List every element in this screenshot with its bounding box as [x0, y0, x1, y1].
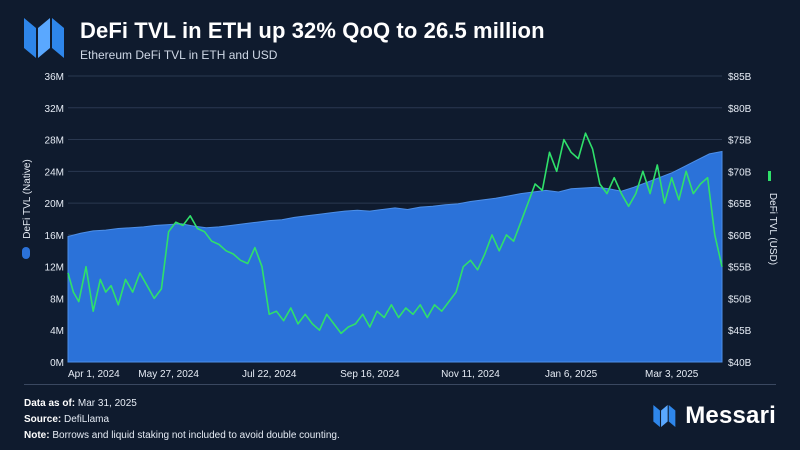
usd-tvl-line: [67, 132, 723, 335]
right-tick-label: $80B: [728, 104, 752, 115]
source-line: Source: DefiLlama: [24, 414, 110, 425]
data-as-of-line: Data as of: Mar 31, 2025: [24, 398, 137, 409]
footer-divider: [24, 384, 776, 385]
left-tick-label: 32M: [45, 104, 64, 115]
messari-logo-icon: [24, 18, 64, 58]
left-tick-label: 16M: [45, 231, 64, 242]
x-tick-label: Apr 1, 2024: [68, 369, 120, 380]
left-tick-label: 20M: [45, 199, 64, 210]
x-tick-label: Sep 16, 2024: [340, 369, 400, 380]
left-tick-label: 28M: [45, 136, 64, 147]
right-tick-label: $75B: [728, 136, 752, 147]
messari-brand-icon: [653, 405, 676, 427]
right-axis-title: DeFi TVL (USD): [767, 193, 778, 265]
x-tick-label: Nov 11, 2024: [441, 369, 500, 380]
right-tick-label: $45B: [728, 326, 752, 337]
page-subtitle: Ethereum DeFi TVL in ETH and USD: [80, 48, 278, 62]
note-line: Note: Borrows and liquid staking not inc…: [24, 430, 340, 441]
x-tick-label: Jan 6, 2025: [545, 369, 598, 380]
right-tick-label: $65B: [728, 199, 752, 210]
right-tick-label: $55B: [728, 263, 752, 274]
page-title: DeFi TVL in ETH up 32% QoQ to 26.5 milli…: [80, 18, 545, 43]
x-tick-label: Mar 3, 2025: [645, 369, 699, 380]
right-tick-label: $40B: [728, 358, 752, 369]
right-tick-label: $70B: [728, 167, 752, 178]
left-tick-label: 36M: [45, 72, 64, 83]
x-tick-label: May 27, 2024: [138, 369, 199, 380]
right-tick-label: $85B: [728, 72, 752, 83]
right-tick-label: $60B: [728, 231, 752, 242]
native-tvl-area: [67, 150, 723, 363]
brand: Messari: [653, 402, 776, 430]
left-axis-title: DeFi TVL (Native): [22, 159, 33, 238]
usd-legend-marker: [768, 171, 771, 181]
left-tick-label: 24M: [45, 167, 64, 178]
right-tick-label: $50B: [728, 294, 752, 305]
left-tick-label: 0M: [50, 358, 64, 369]
left-tick-label: 4M: [50, 326, 64, 337]
native-legend-marker: [22, 247, 30, 259]
footer-notes: Data as of: Mar 31, 2025 Source: DefiLla…: [24, 396, 340, 444]
x-tick-label: Jul 22, 2024: [242, 369, 297, 380]
brand-name: Messari: [685, 402, 776, 429]
chart: 0M 4M 8M 12M 16M 20M 24M 28M 32M 36M $40B $45B $50B $…: [22, 72, 778, 380]
left-tick-label: 12M: [45, 263, 64, 274]
left-tick-label: 8M: [50, 294, 64, 305]
